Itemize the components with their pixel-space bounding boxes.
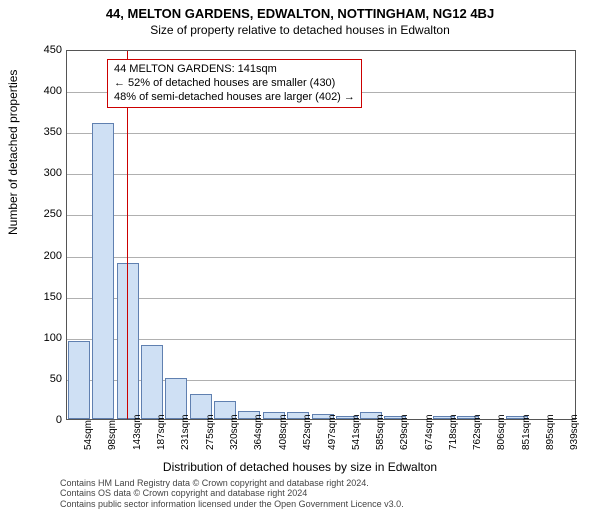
bar — [68, 341, 90, 419]
gridline — [67, 133, 575, 134]
chart-title-main: 44, MELTON GARDENS, EDWALTON, NOTTINGHAM… — [0, 0, 600, 21]
x-tick-label: 143sqm — [132, 438, 143, 450]
x-tick-label: 806sqm — [496, 438, 507, 450]
gridline — [67, 298, 575, 299]
x-tick-label: 452sqm — [302, 438, 313, 450]
y-tick-label: 450 — [12, 44, 62, 56]
y-tick-label: 200 — [12, 250, 62, 262]
annotation-line3: 48% of semi-detached houses are larger (… — [114, 91, 355, 105]
annotation-box: 44 MELTON GARDENS: 141sqm ← 52% of detac… — [107, 59, 362, 108]
y-tick-label: 0 — [12, 414, 62, 426]
gridline — [67, 215, 575, 216]
x-tick-label: 629sqm — [399, 438, 410, 450]
x-tick-label: 231sqm — [180, 438, 191, 450]
annotation-line1: 44 MELTON GARDENS: 141sqm — [114, 63, 355, 77]
x-tick-label: 187sqm — [156, 438, 167, 450]
x-tick-label: 939sqm — [569, 438, 580, 450]
y-tick-label: 50 — [12, 373, 62, 385]
bar — [141, 345, 163, 419]
footer-line1: Contains HM Land Registry data © Crown c… — [60, 478, 404, 488]
x-tick-label: 762sqm — [472, 438, 483, 450]
annotation-line2: ← 52% of detached houses are smaller (43… — [114, 77, 355, 91]
x-tick-label: 497sqm — [327, 438, 338, 450]
x-tick-label: 275sqm — [205, 438, 216, 450]
x-tick-label: 320sqm — [229, 438, 240, 450]
y-tick-label: 150 — [12, 291, 62, 303]
bar — [92, 123, 114, 419]
y-tick-label: 300 — [12, 167, 62, 179]
bar — [117, 263, 139, 419]
y-tick-label: 350 — [12, 126, 62, 138]
footer-line2: Contains OS data © Crown copyright and d… — [60, 488, 404, 498]
gridline — [67, 257, 575, 258]
gridline — [67, 339, 575, 340]
x-tick-label: 895sqm — [545, 438, 556, 450]
x-tick-label: 585sqm — [375, 438, 386, 450]
chart-title-sub: Size of property relative to detached ho… — [0, 21, 600, 37]
x-tick-label: 674sqm — [424, 438, 435, 450]
chart-plot-area: 54sqm98sqm143sqm187sqm231sqm275sqm320sqm… — [66, 50, 576, 420]
x-tick-label: 718sqm — [448, 438, 459, 450]
gridline — [67, 174, 575, 175]
x-tick-label: 408sqm — [278, 438, 289, 450]
y-tick-label: 250 — [12, 208, 62, 220]
footer-attribution: Contains HM Land Registry data © Crown c… — [60, 478, 404, 509]
x-tick-label: 541sqm — [351, 438, 362, 450]
x-tick-label: 364sqm — [253, 438, 264, 450]
page-root: 44, MELTON GARDENS, EDWALTON, NOTTINGHAM… — [0, 0, 600, 500]
footer-line3: Contains public sector information licen… — [60, 499, 404, 509]
x-tick-label: 54sqm — [83, 438, 94, 450]
bar — [165, 378, 187, 419]
y-tick-label: 100 — [12, 332, 62, 344]
x-tick-label: 851sqm — [521, 438, 532, 450]
x-tick-label: 98sqm — [107, 438, 118, 450]
y-tick-label: 400 — [12, 85, 62, 97]
x-axis-label: Distribution of detached houses by size … — [0, 460, 600, 474]
